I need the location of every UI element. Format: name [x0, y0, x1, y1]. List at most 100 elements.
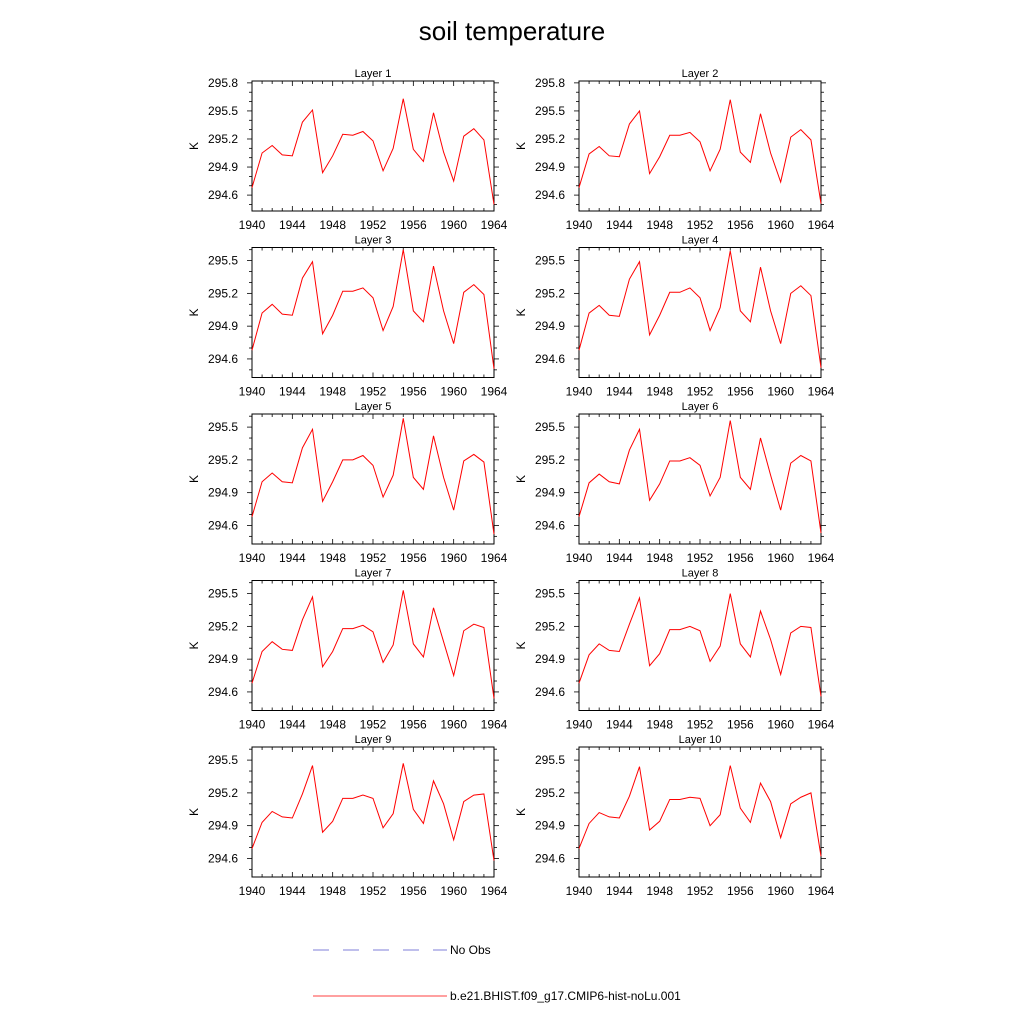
x-tick-label: 1952	[687, 718, 714, 732]
legend-no-obs-label: No Obs	[450, 943, 491, 957]
y-tick-label: 294.6	[208, 518, 238, 532]
y-tick-label: 294.6	[208, 352, 238, 366]
y-axis-label: K	[514, 475, 528, 483]
y-tick-label: 294.9	[535, 819, 565, 833]
y-tick-label: 294.9	[208, 160, 238, 174]
y-axis-label: K	[187, 142, 201, 150]
x-tick-label: 1948	[646, 385, 673, 399]
x-tick-label: 1964	[808, 551, 835, 565]
x-tick-label: 1940	[566, 551, 593, 565]
y-tick-label: 294.9	[535, 486, 565, 500]
x-tick-label: 1948	[319, 718, 346, 732]
x-tick-label: 1956	[400, 385, 427, 399]
x-tick-label: 1948	[646, 884, 673, 898]
x-tick-label: 1948	[319, 385, 346, 399]
panel-title: Layer 6	[682, 401, 719, 413]
x-tick-label: 1952	[687, 884, 714, 898]
y-tick-label: 295.5	[535, 420, 565, 434]
y-tick-label: 294.9	[208, 819, 238, 833]
x-tick-label: 1960	[440, 218, 467, 232]
x-tick-label: 1960	[767, 551, 794, 565]
panel-title: Layer 8	[682, 568, 719, 580]
x-tick-label: 1960	[767, 385, 794, 399]
x-tick-label: 1956	[400, 218, 427, 232]
y-tick-label: 295.5	[208, 753, 238, 767]
panel-title: Layer 9	[355, 734, 392, 746]
x-tick-label: 1948	[646, 551, 673, 565]
x-tick-label: 1960	[440, 884, 467, 898]
series-line	[251, 763, 495, 861]
x-tick-label: 1940	[239, 218, 266, 232]
x-tick-label: 1964	[808, 884, 835, 898]
y-tick-label: 294.6	[208, 851, 238, 865]
y-tick-label: 295.5	[535, 254, 565, 268]
series-line	[251, 249, 495, 369]
chart-panel-4: Layer 4 K 1940 1944 1948 1952 1956 1960 1964 294.…	[514, 235, 835, 399]
x-tick-label: 1944	[606, 884, 633, 898]
y-tick-label: 294.6	[535, 188, 565, 202]
y-axis-label: K	[187, 308, 201, 316]
y-tick-label: 295.2	[535, 132, 565, 146]
x-tick-label: 1964	[481, 218, 508, 232]
panel-title: Layer 5	[355, 401, 392, 413]
series-line	[578, 765, 822, 857]
y-tick-label: 295.2	[535, 453, 565, 467]
x-tick-label: 1960	[440, 385, 467, 399]
x-tick-label: 1948	[646, 218, 673, 232]
x-tick-label: 1956	[400, 884, 427, 898]
x-tick-label: 1956	[727, 385, 754, 399]
x-tick-label: 1948	[646, 718, 673, 732]
y-tick-label: 295.5	[208, 420, 238, 434]
y-tick-label: 295.2	[535, 286, 565, 300]
x-tick-label: 1952	[360, 718, 387, 732]
x-tick-label: 1948	[319, 551, 346, 565]
panel-title: Layer 4	[682, 235, 719, 247]
figure-title: soil temperature	[419, 16, 605, 46]
x-tick-label: 1940	[239, 718, 266, 732]
y-tick-label: 294.9	[535, 160, 565, 174]
x-tick-label: 1960	[767, 718, 794, 732]
panel-title: Layer 1	[355, 68, 392, 80]
x-tick-label: 1940	[566, 218, 593, 232]
x-tick-label: 1960	[440, 551, 467, 565]
y-tick-label: 294.9	[535, 652, 565, 666]
y-tick-label: 295.5	[208, 254, 238, 268]
x-tick-label: 1956	[727, 551, 754, 565]
x-tick-label: 1944	[606, 218, 633, 232]
x-tick-label: 1940	[239, 551, 266, 565]
y-tick-label: 295.5	[208, 587, 238, 601]
y-axis-label: K	[514, 641, 528, 649]
series-line	[578, 593, 822, 697]
series-line	[578, 99, 822, 204]
chart-panel-10: Layer 10 K 1940 1944 1948 1952 1956 1960 1964 294…	[514, 734, 835, 898]
y-axis-label: K	[514, 308, 528, 316]
x-tick-label: 1940	[239, 884, 266, 898]
x-tick-label: 1944	[279, 718, 306, 732]
x-tick-label: 1952	[360, 551, 387, 565]
y-tick-label: 295.2	[208, 132, 238, 146]
legend: No Obs b.e21.BHIST.f09_g17.CMIP6-hist-noL…	[313, 943, 681, 1003]
x-tick-label: 1964	[808, 218, 835, 232]
y-axis-label: K	[514, 142, 528, 150]
panel-title: Layer 3	[355, 235, 392, 247]
panel-title: Layer 7	[355, 568, 392, 580]
x-tick-label: 1944	[279, 218, 306, 232]
y-tick-label: 295.5	[535, 753, 565, 767]
x-tick-label: 1952	[360, 884, 387, 898]
series-line	[251, 418, 495, 535]
y-tick-label: 294.6	[535, 518, 565, 532]
chart-panel-7: Layer 7 K 1940 1944 1948 1952 1956 1960 1964 294.…	[187, 568, 508, 732]
legend-series-label: b.e21.BHIST.f09_g17.CMIP6-hist-noLu.001	[450, 989, 681, 1003]
panel-grid: Layer 1 K 1940 1944 1948 1952 1956 1960 1964 294.…	[187, 68, 835, 898]
x-tick-label: 1960	[440, 718, 467, 732]
panel-title: Layer 2	[682, 68, 719, 80]
y-tick-label: 294.6	[535, 685, 565, 699]
y-tick-label: 295.5	[208, 104, 238, 118]
chart-panel-9: Layer 9 K 1940 1944 1948 1952 1956 1960 1964 294.…	[187, 734, 508, 898]
x-tick-label: 1952	[360, 385, 387, 399]
x-tick-label: 1952	[687, 551, 714, 565]
series-line	[578, 420, 822, 534]
chart-panel-1: Layer 1 K 1940 1944 1948 1952 1956 1960 1964 294.…	[187, 68, 508, 232]
x-tick-label: 1964	[808, 718, 835, 732]
